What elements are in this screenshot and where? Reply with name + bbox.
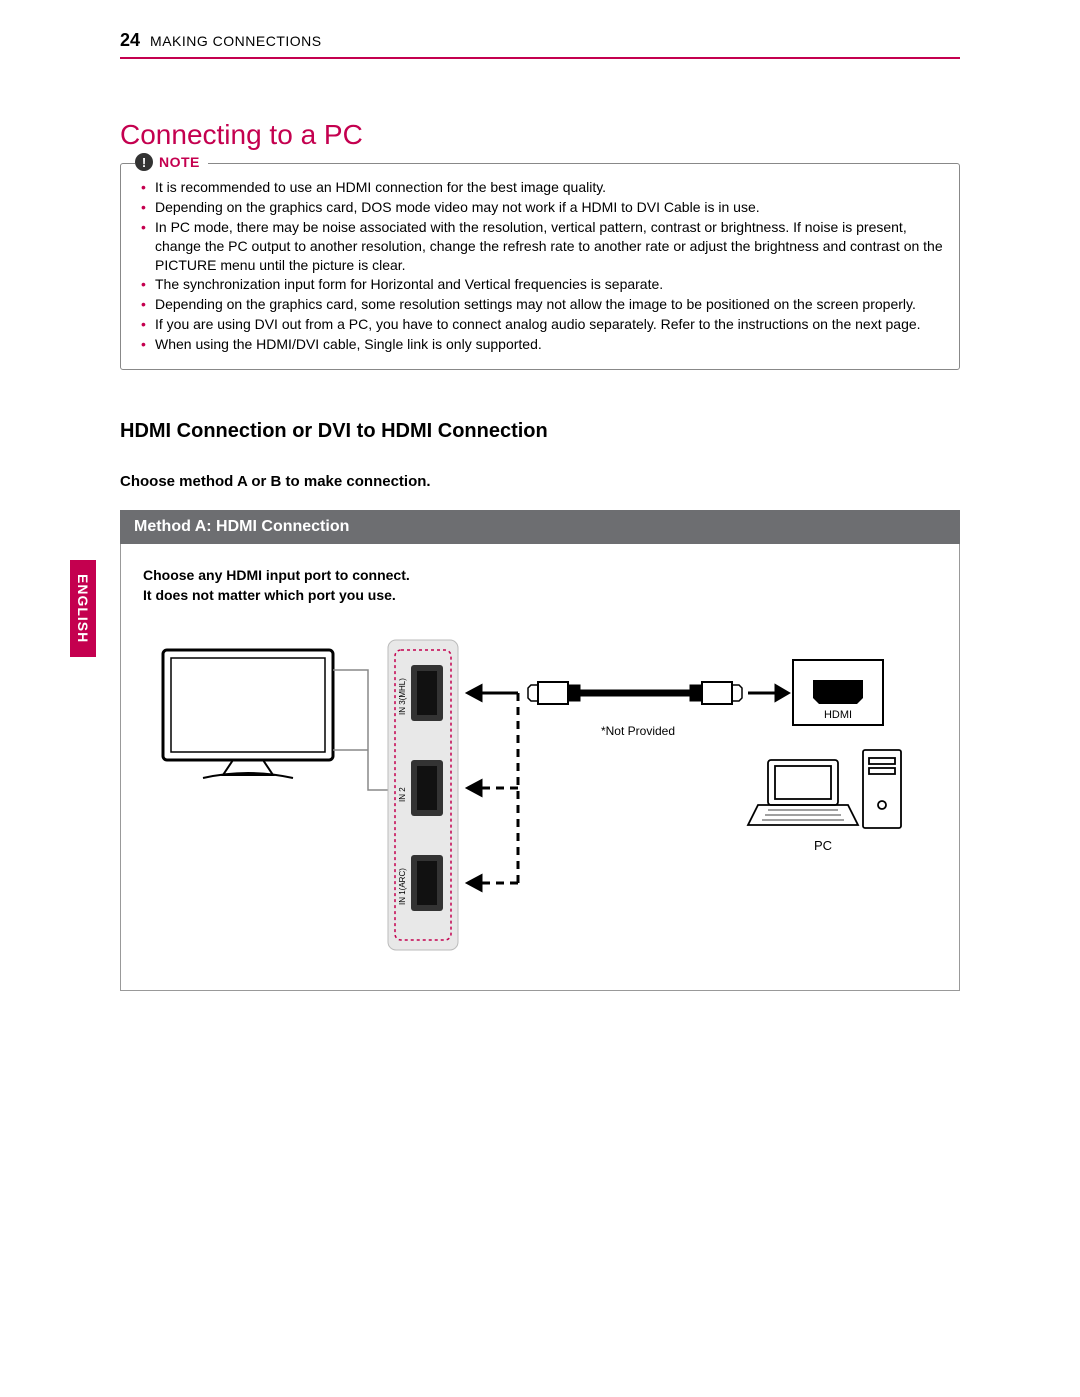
hdmi-cable-icon bbox=[528, 682, 742, 704]
page-number: 24 bbox=[120, 30, 140, 51]
note-item: It is recommended to use an HDMI connect… bbox=[141, 178, 945, 197]
diagram-note-line2: It does not matter which port you use. bbox=[143, 587, 396, 603]
pc-label: PC bbox=[814, 838, 832, 853]
note-item: The synchronization input form for Horiz… bbox=[141, 275, 945, 294]
diagram-note: Choose any HDMI input port to connect. I… bbox=[143, 566, 937, 605]
tv-icon bbox=[163, 650, 333, 778]
arrow-to-pc bbox=[748, 686, 788, 700]
note-icon: ! bbox=[135, 153, 153, 171]
note-list: It is recommended to use an HDMI connect… bbox=[135, 178, 945, 354]
note-item: In PC mode, there may be noise associate… bbox=[141, 218, 945, 275]
note-header: ! NOTE bbox=[135, 153, 208, 171]
main-title: Connecting to a PC bbox=[120, 119, 960, 151]
desktop-icon bbox=[863, 750, 901, 828]
port-label-in1: IN 1(ARC) bbox=[398, 868, 407, 905]
bracket-line bbox=[333, 670, 388, 790]
port-label-in2: IN 2 bbox=[398, 787, 407, 802]
note-item: When using the HDMI/DVI cable, Single li… bbox=[141, 335, 945, 354]
hdmi-port-label: HDMI bbox=[824, 709, 852, 721]
note-item: If you are using DVI out from a PC, you … bbox=[141, 315, 945, 334]
language-tab: ENGLISH bbox=[70, 560, 96, 657]
arrow-lines bbox=[468, 686, 518, 890]
note-label: NOTE bbox=[159, 154, 200, 170]
subsection-title: HDMI Connection or DVI to HDMI Connectio… bbox=[120, 420, 960, 443]
note-item: Depending on the graphics card, DOS mode… bbox=[141, 198, 945, 217]
note-block: ! NOTE It is recommended to use an HDMI … bbox=[120, 163, 960, 370]
connection-diagram: IN 3(MHL) IN 2 IN 1(ARC) bbox=[143, 630, 923, 960]
method-heading: Method A: HDMI Connection bbox=[120, 510, 960, 544]
instruction-text: Choose method A or B to make connection. bbox=[120, 473, 960, 490]
diagram-container: Choose any HDMI input port to connect. I… bbox=[120, 544, 960, 991]
page-header: 24 MAKING CONNECTIONS bbox=[120, 30, 960, 59]
section-label: MAKING CONNECTIONS bbox=[150, 33, 322, 49]
port-label-in3: IN 3(MHL) bbox=[398, 678, 407, 715]
pc-hdmi-port: HDMI bbox=[793, 660, 883, 725]
port-panel: IN 3(MHL) IN 2 IN 1(ARC) bbox=[388, 640, 458, 950]
diagram-note-line1: Choose any HDMI input port to connect. bbox=[143, 567, 410, 583]
cable-note-label: *Not Provided bbox=[601, 724, 675, 738]
laptop-icon bbox=[748, 760, 858, 825]
note-item: Depending on the graphics card, some res… bbox=[141, 295, 945, 314]
